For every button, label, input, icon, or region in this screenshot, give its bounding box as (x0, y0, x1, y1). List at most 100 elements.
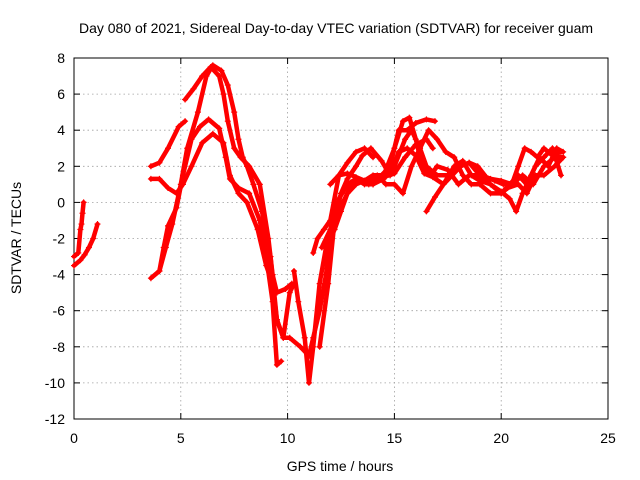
data-point-marker (352, 148, 359, 155)
data-point-marker (231, 109, 238, 116)
data-point-marker (173, 190, 180, 197)
data-point-marker (404, 145, 411, 152)
data-point-marker (417, 145, 424, 152)
data-point-marker (429, 174, 436, 181)
data-point-marker (549, 152, 556, 159)
data-point-marker (147, 275, 154, 282)
data-point-marker (80, 199, 87, 206)
data-point-marker (254, 226, 261, 233)
data-point-marker (528, 172, 535, 179)
data-point-marker (164, 145, 171, 152)
data-point-marker (81, 251, 88, 258)
data-point-marker (423, 116, 430, 123)
series-line (317, 146, 566, 350)
data-point-marker (459, 157, 466, 164)
data-point-marker (94, 221, 101, 228)
data-point-marker (199, 139, 206, 146)
y-tick-label: -4 (53, 267, 66, 283)
x-tick-label: 20 (493, 430, 509, 446)
data-point-marker (318, 244, 325, 251)
data-point-marker (220, 139, 227, 146)
data-point-marker (231, 145, 238, 152)
data-point-marker (560, 154, 567, 161)
data-point-marker (423, 136, 430, 143)
data-point-marker (156, 159, 163, 166)
data-point-marker (370, 175, 377, 182)
data-point-marker (327, 226, 334, 233)
data-point-marker (235, 136, 242, 143)
y-tick-label: -6 (53, 303, 66, 319)
data-point-marker (156, 267, 163, 274)
data-point-marker (344, 159, 351, 166)
data-point-marker (408, 163, 415, 170)
data-point-marker (156, 175, 163, 182)
data-point-marker (513, 208, 520, 215)
data-point-marker (344, 175, 351, 182)
data-point-marker (256, 181, 263, 188)
data-point-marker (395, 127, 402, 134)
data-point-marker (423, 208, 430, 215)
data-point-marker (491, 177, 498, 184)
data-point-marker (352, 163, 359, 170)
x-tick-label: 10 (280, 430, 296, 446)
data-point-marker (147, 175, 154, 182)
data-point-marker (273, 289, 280, 296)
data-point-marker (361, 177, 368, 184)
series-line (182, 64, 295, 295)
data-point-marker (506, 195, 513, 202)
data-point-marker (521, 145, 528, 152)
data-point-marker (78, 221, 85, 228)
data-point-marker (209, 130, 216, 137)
data-point-marker (235, 190, 242, 197)
y-tick-labels: -12 -10 -8 -6 -4 -2 0 2 4 6 8 (45, 50, 65, 427)
series-0 (71, 199, 87, 260)
data-point-marker (399, 190, 406, 197)
data-point-marker (429, 145, 436, 152)
data-point-marker (164, 184, 171, 191)
data-point-marker (431, 193, 438, 200)
sdtvar-series (71, 62, 567, 386)
data-point-marker (182, 96, 189, 103)
horizontal-grid (74, 93, 608, 384)
data-point-marker (205, 116, 212, 123)
data-point-marker (220, 91, 227, 98)
data-point-marker (449, 172, 456, 179)
series-9 (316, 145, 567, 350)
data-point-marker (197, 123, 204, 130)
data-point-marker (295, 298, 302, 305)
data-point-marker (412, 141, 419, 148)
data-point-marker (457, 163, 464, 170)
series-11 (423, 145, 565, 215)
y-tick-label: 0 (57, 194, 65, 210)
data-point-marker (316, 280, 323, 287)
data-point-marker (404, 127, 411, 134)
series-12 (310, 136, 436, 256)
data-point-marker (425, 127, 432, 134)
data-point-marker (246, 190, 253, 197)
data-point-marker (545, 163, 552, 170)
data-point-marker (442, 148, 449, 155)
data-point-marker (476, 177, 483, 184)
data-point-marker (474, 163, 481, 170)
y-tick-label: -12 (45, 411, 65, 427)
x-axis-label: GPS time / hours (287, 458, 394, 474)
data-point-marker (455, 181, 462, 188)
data-point-marker (310, 343, 317, 350)
data-point-marker (250, 181, 257, 188)
data-point-marker (246, 163, 253, 170)
data-point-marker (244, 199, 251, 206)
data-point-marker (468, 172, 475, 179)
data-point-marker (194, 109, 201, 116)
data-point-marker (558, 148, 565, 155)
data-point-marker (273, 316, 280, 323)
data-point-marker (188, 163, 195, 170)
data-point-marker (79, 210, 86, 217)
data-point-marker (263, 262, 270, 269)
data-point-marker (85, 244, 92, 251)
y-tick-label: 2 (57, 158, 65, 174)
data-point-marker (434, 163, 441, 170)
data-point-marker (335, 195, 342, 202)
data-point-marker (344, 181, 351, 188)
data-point-marker (391, 181, 398, 188)
